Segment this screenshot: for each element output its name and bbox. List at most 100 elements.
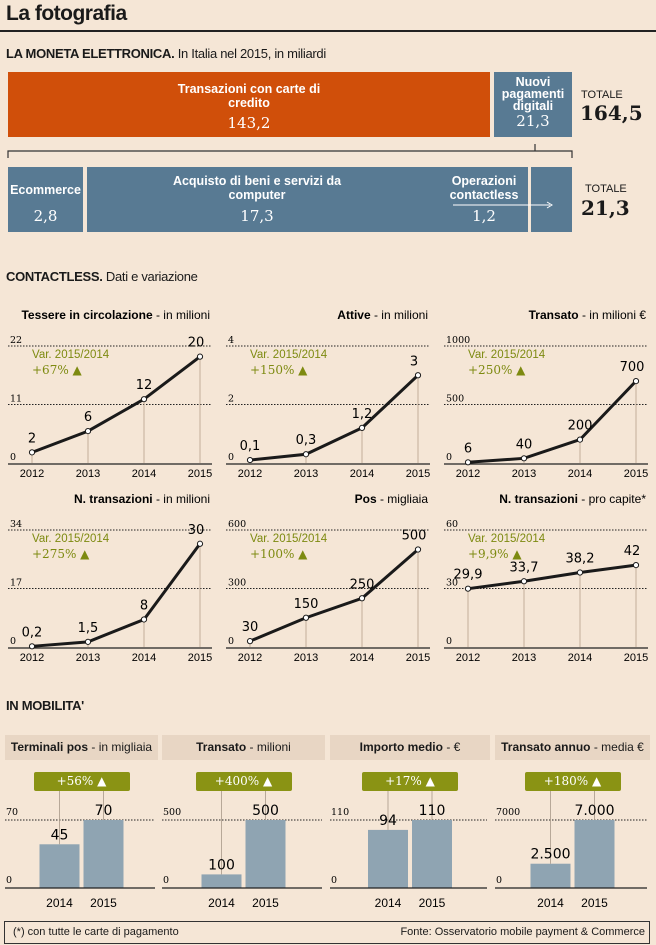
y-tick-label: 0 xyxy=(10,636,16,647)
moneta-heading: LA MONETA ELETTRONICA. In Italia nel 201… xyxy=(6,46,326,61)
series-line xyxy=(467,380,638,464)
data-label: 1,2 xyxy=(352,407,373,422)
data-label: 110 xyxy=(419,803,446,819)
data-label: 500 xyxy=(252,803,279,819)
data-label: 500 xyxy=(402,529,427,544)
data-point xyxy=(464,459,472,466)
x-tick-label: 2015 xyxy=(252,896,279,910)
data-label: 42 xyxy=(624,544,641,559)
series-line xyxy=(31,355,201,454)
data-point xyxy=(28,643,36,650)
chart-unit: - in milioni € xyxy=(579,308,647,322)
var-value: +9,9% ▲ xyxy=(468,547,522,561)
bar-chart-header: Transato - milioni xyxy=(162,735,325,760)
data-point xyxy=(140,616,148,623)
data-label: 3 xyxy=(410,354,418,369)
x-tick-label: 2012 xyxy=(456,652,480,664)
line-chart-3: Transato - in milioni € 0 500 1000 Var. 2015… xyxy=(444,306,648,486)
chart-title-main: Tessere in circolazione xyxy=(21,308,152,322)
line-chart-svg: Pos - migliaia 0 300 600 Var. 2015/2014 +100%… xyxy=(226,492,430,664)
data-point xyxy=(632,378,640,385)
y-tick-label: 34 xyxy=(10,519,22,530)
data-label: 45 xyxy=(51,827,69,843)
data-point xyxy=(28,449,36,456)
contactless-block xyxy=(531,167,572,232)
bar-chart-2: Transato - milioni +400% ▲ 500 0 100 2014 500 2… xyxy=(162,735,325,910)
chart-title-main: N. transazioni xyxy=(74,492,153,506)
chart-title: N. transazioni - in milioni xyxy=(74,492,210,506)
total2-label: TOTALE xyxy=(585,183,627,195)
bar xyxy=(201,874,242,888)
data-point xyxy=(246,456,254,464)
var-label: Var. 2015/2014 xyxy=(468,533,546,545)
x-tick-label: 2015 xyxy=(406,652,430,664)
y-tick-label: 70 xyxy=(6,807,18,818)
chart-title: Transato - in milioni € xyxy=(529,308,647,322)
bar xyxy=(83,820,124,888)
series-line xyxy=(249,374,420,462)
variation-badge: +56% ▲ xyxy=(33,772,130,791)
y-tick-label: 0 xyxy=(331,875,337,886)
y-tick-label: 0 xyxy=(446,452,452,463)
chart-title: Attive - in milioni xyxy=(337,308,428,322)
data-label: 200 xyxy=(568,419,593,434)
chart-unit: - € xyxy=(446,740,461,754)
data-label: 0,2 xyxy=(22,625,43,640)
y-tick-label: 0 xyxy=(228,452,234,463)
x-tick-label: 2015 xyxy=(188,468,212,480)
x-tick-label: 2013 xyxy=(76,652,100,664)
footer: (*) con tutte le carte di pagamento Font… xyxy=(4,921,650,944)
bar xyxy=(368,829,408,888)
x-tick-label: 2014 xyxy=(537,896,564,910)
x-tick-label: 2014 xyxy=(350,468,374,480)
x-tick-label: 2014 xyxy=(568,652,592,664)
x-tick-label: 2015 xyxy=(624,468,648,480)
line-chart-2: Attive - in milioni 0 2 4 Var. 2015/2014 +150… xyxy=(226,306,430,486)
y-tick-label: 60 xyxy=(446,519,458,530)
digital-payments-block: Nuovi pagamenti digitali 21,3 xyxy=(494,72,572,137)
chart-unit: - in milioni xyxy=(153,492,210,506)
x-tick-label: 2012 xyxy=(20,652,44,664)
data-point xyxy=(632,562,640,569)
var-label: Var. 2015/2014 xyxy=(250,533,328,545)
data-label: 94 xyxy=(379,813,397,829)
chart-title: Transato annuo xyxy=(501,740,591,754)
chart-unit: - pro capite* xyxy=(578,492,646,506)
x-tick-label: 2013 xyxy=(512,652,536,664)
line-chart-svg: Attive - in milioni 0 2 4 Var. 2015/2014 +150… xyxy=(226,308,430,480)
x-tick-label: 2013 xyxy=(76,468,100,480)
y-tick-label: 500 xyxy=(163,807,181,818)
data-point xyxy=(520,578,528,585)
x-tick-label: 2015 xyxy=(90,896,117,910)
x-tick-label: 2014 xyxy=(375,896,402,910)
data-label: 20 xyxy=(188,336,205,351)
data-point xyxy=(84,638,92,645)
mobilita-heading: IN MOBILITA' xyxy=(6,698,84,713)
computer-purchases-block: Acquisto di beni e servizi da computer 1… xyxy=(87,167,528,232)
data-point xyxy=(520,455,528,462)
page-title: La fotografia xyxy=(6,2,127,25)
ecommerce-block: Ecommerce 2,8 xyxy=(8,167,83,232)
x-tick-label: 2015 xyxy=(406,468,430,480)
total-value: 164,5 xyxy=(580,101,643,125)
data-label: 33,7 xyxy=(510,560,539,575)
var-label: Var. 2015/2014 xyxy=(32,349,110,361)
bar-chart-svg: 500 0 100 2014 500 2015 xyxy=(162,791,322,910)
data-label: 12 xyxy=(136,378,153,393)
x-tick-label: 2015 xyxy=(188,652,212,664)
data-label: 40 xyxy=(516,437,533,452)
chart-title-main: Transato xyxy=(529,308,579,322)
credit-card-block: Transazioni con carte di credito 143,2 xyxy=(8,72,490,137)
line-chart-5: Pos - migliaia 0 300 600 Var. 2015/2014 +100%… xyxy=(226,490,430,670)
y-tick-label: 300 xyxy=(228,578,246,589)
data-label: 6 xyxy=(464,441,472,456)
series-line xyxy=(467,563,637,591)
data-point xyxy=(302,451,310,458)
y-tick-label: 7000 xyxy=(496,807,520,818)
y-tick-label: 4 xyxy=(228,335,234,346)
data-point xyxy=(358,424,366,432)
line-chart-svg: N. transazioni - pro capite* 0 30 60 Var. 20… xyxy=(444,492,648,664)
bar xyxy=(530,863,571,888)
y-tick-label: 110 xyxy=(331,807,349,818)
data-point xyxy=(464,585,472,592)
